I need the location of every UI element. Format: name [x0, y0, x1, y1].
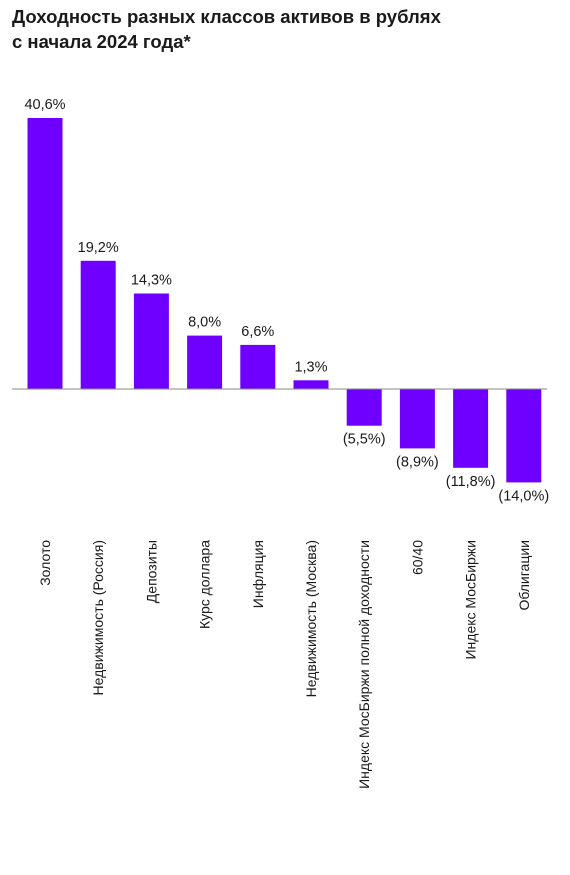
value-label-7: (5,5%)	[343, 432, 386, 448]
category-label-9: Индекс МосБиржи	[463, 540, 479, 660]
chart-title: Доходность разных классов активов в рубл…	[12, 4, 562, 54]
value-label-2: 19,2%	[78, 240, 119, 256]
chart-title-line-2: с начала 2024 года*	[12, 31, 191, 52]
category-label-7: Индекс МосБиржи полной доходности	[356, 540, 372, 789]
bar-9	[453, 389, 489, 468]
value-label-9: (11,8%)	[446, 474, 496, 490]
bar-6	[293, 380, 329, 389]
category-label-5: Инфляция	[250, 540, 266, 608]
value-label-8: (8,9%)	[396, 454, 439, 470]
bar-8	[399, 389, 435, 449]
category-label-3: Депозиты	[143, 540, 159, 603]
category-label-2: Недвижимость (Россия)	[90, 540, 106, 695]
bar-4	[187, 335, 223, 389]
category-labels-group: Золото Недвижимость (Россия) Депозиты Курс …	[37, 540, 532, 789]
value-label-3: 14,3%	[131, 273, 172, 289]
value-label-10: (14,0%)	[498, 488, 549, 504]
value-label-5: 6,6%	[241, 324, 274, 340]
category-label-8: 60/40	[409, 540, 425, 575]
bar-10	[506, 389, 542, 483]
value-labels-group: 40,6% 19,2% 14,3% 8,0% 6,6% 1,3% (5,5%) (8,9%) (…	[24, 97, 549, 504]
value-label-4: 8,0%	[188, 315, 221, 331]
category-label-1: Золото	[37, 540, 53, 586]
bars-group	[27, 118, 542, 483]
value-label-1: 40,6%	[24, 97, 65, 113]
bar-7	[346, 389, 382, 426]
bar-3	[133, 293, 169, 389]
category-label-4: Курс доллара	[197, 540, 213, 629]
category-label-6: Недвижимость (Москва)	[303, 540, 319, 697]
value-label-6: 1,3%	[294, 359, 327, 375]
bar-5	[240, 344, 276, 389]
category-label-10: Облигации	[516, 540, 532, 611]
bar-1	[27, 118, 63, 389]
bar-2	[80, 260, 116, 389]
chart-title-line-1: Доходность разных классов активов в рубл…	[12, 6, 441, 27]
